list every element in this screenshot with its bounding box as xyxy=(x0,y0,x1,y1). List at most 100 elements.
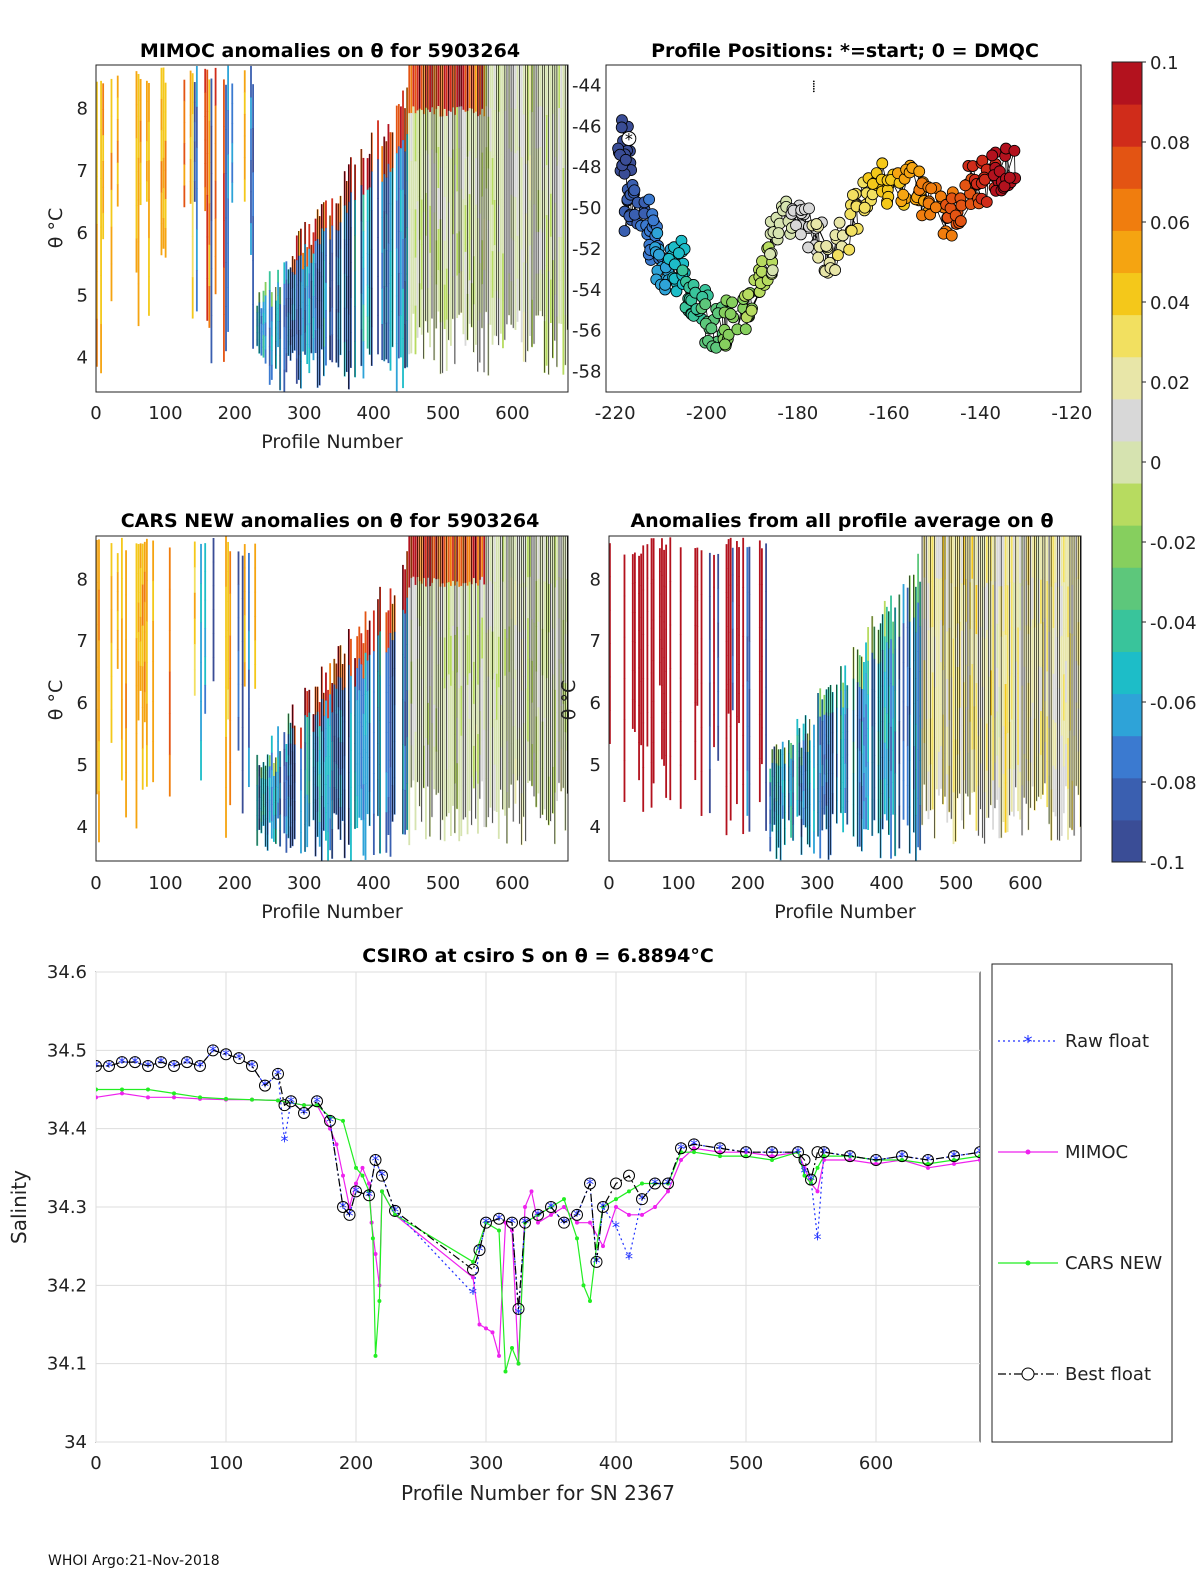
colorbar-tick-label: -0.02 xyxy=(1150,533,1197,554)
anomaly-cell xyxy=(210,220,213,269)
profile-position-marker xyxy=(647,214,660,227)
anomaly-cell xyxy=(813,831,815,854)
anomaly-cell xyxy=(742,734,745,785)
start-marker xyxy=(621,131,637,147)
anomaly-cell xyxy=(1031,702,1034,745)
anomaly-cell xyxy=(819,744,822,774)
anomaly-cell xyxy=(168,630,171,673)
anomaly-cell xyxy=(358,721,361,755)
anomaly-cell xyxy=(474,204,477,252)
anomaly-cell xyxy=(493,673,496,720)
data-point xyxy=(926,1165,930,1170)
anomaly-cell xyxy=(414,731,417,782)
anomaly-cell xyxy=(796,751,799,769)
anomaly-cell xyxy=(1010,673,1013,720)
legend-label: Best float xyxy=(1065,1364,1151,1385)
anomaly-cell xyxy=(268,327,271,348)
anomaly-cell xyxy=(364,652,367,695)
anomaly-cell xyxy=(865,704,867,737)
anomaly-cell xyxy=(325,255,327,284)
anomaly-cell xyxy=(183,143,186,165)
anomaly-cell xyxy=(844,689,847,715)
anomaly-cell xyxy=(237,584,240,619)
anomaly-cell xyxy=(458,536,461,588)
anomaly-cell xyxy=(917,797,919,848)
colorbar-swatch xyxy=(1112,819,1142,863)
anomaly-cell xyxy=(208,79,211,122)
anomaly-cell xyxy=(539,65,542,107)
anomaly-cell xyxy=(241,598,244,642)
anomaly-cell xyxy=(679,590,682,635)
anomaly-cell xyxy=(204,684,207,714)
anomaly-cell xyxy=(243,615,246,640)
anomaly-cell xyxy=(892,782,895,815)
data-point xyxy=(350,1185,362,1198)
anomaly-cell xyxy=(1040,536,1042,581)
data-point xyxy=(96,1060,102,1072)
anomaly-cell xyxy=(493,290,496,336)
anomaly-cell xyxy=(268,777,271,790)
anomaly-cell xyxy=(529,65,531,111)
anomaly-cell xyxy=(264,281,267,296)
data-point: * xyxy=(515,1304,523,1323)
y-tick-label: 5 xyxy=(590,755,601,776)
legend-label: CARS NEW xyxy=(1065,1253,1162,1274)
anomaly-cell xyxy=(412,147,415,190)
anomaly-cell xyxy=(844,738,847,764)
anomaly-cell xyxy=(952,792,955,845)
data-point xyxy=(377,1299,382,1303)
anomaly-cell xyxy=(742,537,745,588)
anomaly-cell xyxy=(148,237,150,278)
anomaly-cell xyxy=(429,65,431,113)
data-point xyxy=(844,1150,856,1163)
profile-position-marker xyxy=(897,188,910,201)
anomaly-cell xyxy=(262,312,265,325)
data-point: * xyxy=(222,1045,230,1064)
data-point xyxy=(588,1220,592,1225)
anomaly-cell xyxy=(160,130,163,162)
anomaly-cell xyxy=(260,339,263,348)
anomaly-cell xyxy=(1004,634,1007,685)
data-point xyxy=(497,1353,501,1358)
profile-position-marker xyxy=(699,298,712,311)
y-tick-label: 4 xyxy=(77,348,88,369)
anomaly-cell xyxy=(433,620,436,663)
anomaly-cell xyxy=(189,136,192,160)
anomaly-cell xyxy=(327,774,329,804)
anomaly-cell xyxy=(389,588,392,634)
anomaly-cell xyxy=(98,690,100,742)
anomaly-cell xyxy=(145,621,148,664)
anomaly-cell xyxy=(717,691,720,727)
anomaly-cell xyxy=(483,536,486,585)
anomaly-cell xyxy=(844,714,847,740)
profile-position-marker xyxy=(980,196,993,208)
anomaly-cell xyxy=(141,707,144,749)
anomaly-cell xyxy=(985,582,988,631)
anomaly-cell xyxy=(397,146,400,190)
anomaly-cell xyxy=(663,585,665,623)
anomaly-cell xyxy=(387,797,390,835)
anomaly-cell xyxy=(727,684,730,714)
data-point xyxy=(373,1252,378,1256)
series-line-cars-new xyxy=(96,1088,980,1372)
anomaly-cell xyxy=(227,110,229,155)
anomaly-cell xyxy=(325,700,327,729)
anomaly-cell xyxy=(410,160,413,210)
profile-position-marker xyxy=(668,258,681,271)
anomaly-cell xyxy=(350,823,352,861)
anomaly-cell xyxy=(858,750,861,784)
anomaly-cell xyxy=(443,739,446,791)
anomaly-cell xyxy=(935,704,938,748)
anomaly-cell xyxy=(408,161,411,210)
anomaly-cell xyxy=(489,151,492,196)
anomaly-cell xyxy=(562,271,565,324)
anomaly-cell xyxy=(96,666,98,710)
data-point xyxy=(233,1052,245,1065)
anomaly-cell xyxy=(758,714,761,759)
anomaly-cell xyxy=(189,70,192,94)
y-tick-label: 34.4 xyxy=(47,1119,87,1140)
anomaly-cell xyxy=(631,641,634,671)
anomaly-cell xyxy=(331,334,334,363)
anomaly-cell xyxy=(227,600,229,631)
anomaly-cell xyxy=(736,584,738,630)
